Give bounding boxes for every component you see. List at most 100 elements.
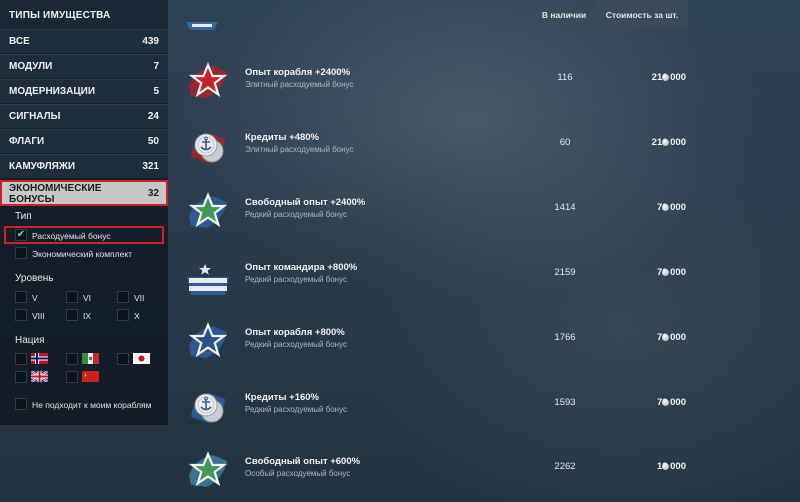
item-name: Опыт корабля +2400%	[245, 67, 351, 78]
category-label: МОДЕРНИЗАЦИИ	[9, 86, 96, 97]
green-star-icon	[188, 192, 228, 228]
item-subtitle: Редкий расходуемый бонус	[245, 405, 347, 414]
item-subtitle: Редкий расходуемый бонус	[245, 275, 347, 284]
level-vii-label: VII	[134, 293, 145, 303]
item-name: Опыт командира +800%	[245, 262, 358, 273]
category-label: КАМУФЛЯЖИ	[9, 161, 76, 172]
japan-flag-icon	[133, 353, 150, 364]
column-in-stock[interactable]: В наличии	[541, 9, 587, 20]
item-qty: 60	[559, 137, 571, 148]
nation-japan-checkbox[interactable]	[117, 353, 129, 365]
type-economic-kit-checkbox[interactable]	[15, 247, 27, 259]
level-v-checkbox[interactable]	[15, 291, 27, 303]
level-vi-label: VI	[83, 293, 92, 303]
item-price: 72 000	[656, 332, 686, 343]
sidebar-title: ТИПЫ ИМУЩЕСТВА	[0, 0, 168, 29]
item-price: 18 000	[656, 461, 686, 472]
item-qty: 1766	[554, 332, 576, 343]
type-consumable-label: Расходуемый бонус	[32, 231, 111, 241]
nation-italy-checkbox[interactable]	[66, 353, 78, 365]
level-x-label: X	[134, 311, 140, 321]
category-economic-bonuses[interactable]: ЭКОНОМИЧЕСКИЕ БОНУСЫ 32	[0, 180, 168, 206]
item-subtitle: Элитный расходуемый бонус	[245, 80, 354, 89]
ussr-flag-icon	[82, 371, 99, 382]
level-vi-checkbox[interactable]	[66, 291, 78, 303]
item-subtitle: Элитный расходуемый бонус	[245, 145, 354, 154]
coin-icon	[662, 74, 669, 81]
item-qty: 116	[557, 72, 573, 83]
coin-icon	[662, 399, 669, 406]
not-fit-my-ships-label: Не подходит к моим кораблям	[32, 400, 152, 410]
item-price: 216 000	[651, 72, 686, 83]
category-modules[interactable]: МОДУЛИ 7	[0, 54, 168, 78]
nation-ussr-checkbox[interactable]	[66, 371, 78, 383]
level-viii-checkbox[interactable]	[15, 309, 27, 321]
category-label: СИГНАЛЫ	[9, 111, 61, 122]
filter-type-title: Тип	[15, 211, 32, 222]
item-qty: 1414	[554, 202, 576, 213]
coin-icon	[662, 204, 669, 211]
blue-star-icon	[188, 322, 228, 358]
level-v-label: V	[32, 293, 38, 303]
nation-uk-checkbox[interactable]	[15, 371, 27, 383]
list-item[interactable]: Свободный опыт +600% Особый расходуемый …	[168, 439, 800, 502]
list-item[interactable]: Кредиты +160% Редкий расходуемый бонус 1…	[168, 375, 800, 438]
item-price: 72 000	[656, 267, 686, 278]
list-item[interactable]: Опыт командира +800% Редкий расходуемый …	[168, 245, 800, 308]
coin-icon	[662, 269, 669, 276]
category-label: МОДУЛИ	[9, 61, 53, 72]
filter-level-title: Уровень	[15, 273, 54, 284]
category-label: ФЛАГИ	[9, 136, 45, 147]
item-price: 72 000	[656, 397, 686, 408]
category-signals[interactable]: СИГНАЛЫ 24	[0, 104, 168, 128]
coin-icon	[662, 463, 669, 470]
column-unit-price[interactable]: Стоимость за шт.	[596, 0, 688, 29]
selected-type-highlight	[4, 226, 164, 244]
norway-flag-icon	[31, 353, 48, 364]
nation-norway-checkbox[interactable]	[15, 353, 27, 365]
category-camouflages[interactable]: КАМУФЛЯЖИ 321	[0, 154, 168, 178]
item-qty: 2159	[554, 267, 576, 278]
category-upgrades[interactable]: МОДЕРНИЗАЦИИ 5	[0, 79, 168, 103]
type-economic-kit-label: Экономический комплект	[32, 249, 133, 259]
category-count: 321	[142, 161, 159, 172]
item-name: Свободный опыт +2400%	[245, 197, 366, 208]
red-star-icon	[188, 62, 228, 98]
silver-coins-anchor-icon	[191, 133, 225, 163]
list-item[interactable]: Опыт корабля +2400% Элитный расходуемый …	[168, 50, 800, 113]
type-consumable-checkbox[interactable]: ✔	[15, 229, 27, 241]
category-count: 7	[153, 61, 159, 72]
category-label: ВСЕ	[9, 36, 30, 47]
category-count: 5	[153, 86, 159, 97]
silver-coins-anchor-icon	[191, 393, 225, 423]
partial-item-icon	[186, 22, 218, 30]
category-label: ЭКОНОМИЧЕСКИЕ БОНУСЫ	[9, 182, 102, 205]
item-qty: 2262	[554, 461, 576, 472]
green-star-icon	[188, 451, 228, 487]
category-count: 32	[147, 188, 159, 199]
list-item[interactable]: Кредиты +480% Элитный расходуемый бонус …	[168, 115, 800, 178]
item-name: Кредиты +160%	[245, 392, 320, 403]
level-vii-checkbox[interactable]	[117, 291, 129, 303]
not-fit-my-ships-checkbox[interactable]	[15, 398, 27, 410]
commander-chevron-icon	[187, 264, 229, 295]
item-subtitle: Редкий расходуемый бонус	[245, 210, 347, 219]
filter-nation-title: Нация	[15, 335, 45, 346]
item-name: Кредиты +480%	[245, 132, 320, 143]
list-item[interactable]: Опыт корабля +800% Редкий расходуемый бо…	[168, 310, 800, 373]
category-all[interactable]: ВСЕ 439	[0, 29, 168, 53]
category-count: 439	[142, 36, 159, 47]
coin-icon	[662, 334, 669, 341]
checkmark-icon: ✔	[16, 229, 26, 240]
sidebar: ТИПЫ ИМУЩЕСТВА ВСЕ 439 МОДУЛИ 7 МОДЕРНИЗ…	[0, 0, 168, 425]
category-count: 50	[147, 136, 159, 147]
item-qty: 1593	[554, 397, 576, 408]
list-item[interactable]: Свободный опыт +2400% Редкий расходуемый…	[168, 180, 800, 243]
item-subtitle: Редкий расходуемый бонус	[245, 340, 347, 349]
coin-icon	[662, 139, 669, 146]
item-name: Опыт корабля +800%	[245, 327, 345, 338]
level-ix-checkbox[interactable]	[66, 309, 78, 321]
item-price: 72 000	[656, 202, 686, 213]
level-x-checkbox[interactable]	[117, 309, 129, 321]
category-flags[interactable]: ФЛАГИ 50	[0, 129, 168, 153]
